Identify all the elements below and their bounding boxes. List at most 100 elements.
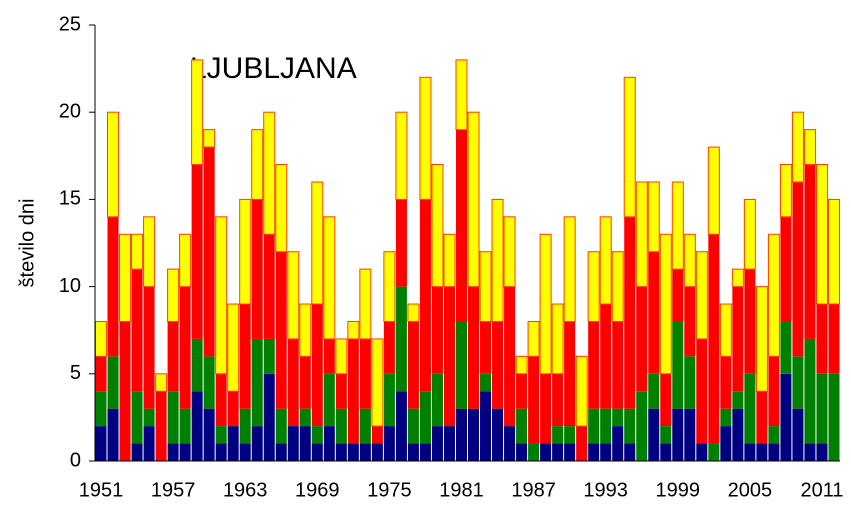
- bar-segment: [684, 408, 696, 461]
- bar-segment: [179, 286, 191, 409]
- bar-segment: [335, 443, 347, 461]
- bar-segment: [660, 373, 672, 427]
- bar-segment: [395, 199, 407, 287]
- bar-segment: [648, 373, 660, 409]
- y-tick-label: 10: [59, 275, 81, 297]
- bar-segment: [131, 269, 143, 392]
- bar-segment: [708, 443, 720, 461]
- bar-segment: [744, 373, 756, 444]
- bar-segment: [780, 321, 792, 374]
- bar-segment: [780, 373, 792, 461]
- bar-segment: [575, 355, 588, 427]
- bar-segment: [684, 356, 696, 409]
- bar-segment: [828, 304, 840, 374]
- bar-segment: [816, 304, 828, 374]
- bar-segment: [287, 426, 299, 461]
- bar-segment: [143, 408, 155, 427]
- bar-segment: [419, 199, 431, 392]
- x-tick-label: 1993: [583, 479, 628, 501]
- bar-segment: [612, 321, 624, 409]
- bar-segment: [600, 408, 612, 444]
- bar-segment: [731, 268, 744, 288]
- bar-segment: [696, 338, 708, 444]
- y-tick-label: 5: [70, 362, 81, 384]
- bar-segment: [480, 373, 492, 392]
- bar-segment: [468, 286, 480, 409]
- bar-segment: [492, 321, 504, 409]
- bar-segment: [131, 391, 143, 444]
- bar-segment: [359, 338, 371, 409]
- bar-segment: [239, 408, 251, 444]
- y-tick-label: 25: [59, 13, 81, 35]
- bar-segment: [528, 443, 540, 461]
- bar-segment: [263, 373, 275, 461]
- bar-segment: [335, 338, 348, 375]
- bar-segment: [203, 129, 216, 148]
- y-tick-label: 0: [70, 449, 81, 471]
- bar-segment: [552, 443, 564, 461]
- bar-segment: [239, 443, 251, 461]
- bar-segment: [743, 198, 756, 270]
- bar-segment: [383, 426, 395, 461]
- bar-segment: [503, 216, 516, 288]
- bar-segment: [95, 426, 107, 461]
- bar-segment: [203, 356, 215, 409]
- bar-segment: [708, 234, 720, 444]
- bar-segment: [744, 443, 756, 461]
- bar-segment: [684, 286, 696, 357]
- bar-segment: [720, 356, 732, 409]
- bar-segment: [455, 321, 467, 409]
- bar-segment: [780, 216, 792, 322]
- bar-segment: [155, 373, 168, 392]
- x-tick-label: 1951: [79, 479, 124, 501]
- y-tick-label: 15: [59, 188, 81, 210]
- bar-segment: [816, 373, 828, 444]
- bar-segment: [732, 408, 744, 461]
- bar-segment: [744, 269, 756, 374]
- bar-segment: [767, 233, 780, 357]
- bar-segment: [564, 321, 576, 427]
- bar-segment: [407, 408, 419, 444]
- bar-segment: [467, 111, 480, 288]
- bar-segment: [756, 443, 768, 461]
- bar-segment: [672, 269, 684, 322]
- bar-segment: [552, 426, 564, 444]
- bar-segment: [275, 164, 288, 253]
- bar-segment: [203, 408, 215, 461]
- bar-segment: [227, 303, 240, 392]
- bar-segment: [540, 443, 552, 461]
- x-tick-label: 1969: [295, 479, 340, 501]
- bar-segment: [407, 303, 420, 322]
- bar-segment: [600, 443, 612, 461]
- bar-segment: [815, 164, 828, 305]
- bar-segment: [251, 199, 263, 339]
- bar-segment: [455, 408, 467, 461]
- bar-segment: [588, 443, 600, 461]
- bar-segment: [395, 111, 408, 200]
- bar-segment: [347, 320, 360, 340]
- bar-segment: [311, 426, 323, 444]
- bar-segment: [828, 373, 840, 461]
- bar-segment: [203, 147, 215, 357]
- bar-segment: [804, 164, 816, 339]
- bar-segment: [263, 111, 276, 235]
- bar-segment: [407, 443, 419, 461]
- bar-segment: [311, 443, 323, 461]
- bar-segment: [756, 391, 768, 444]
- bar-segment: [504, 426, 516, 461]
- bar-segment: [191, 338, 203, 392]
- bar-segment: [143, 286, 155, 409]
- bar-segment: [167, 443, 179, 461]
- bar-segment: [539, 233, 552, 375]
- bar-segment: [732, 391, 744, 409]
- bar-segment: [492, 408, 504, 461]
- chart-title: LJUBLJANA: [190, 52, 357, 85]
- bar-segment: [191, 391, 203, 461]
- bar-segment: [803, 129, 816, 166]
- bar-segment: [287, 338, 299, 427]
- bar-segment: [395, 286, 407, 392]
- x-tick-label: 2011: [800, 479, 843, 501]
- bar-segment: [804, 443, 816, 461]
- bar-segment: [443, 233, 456, 288]
